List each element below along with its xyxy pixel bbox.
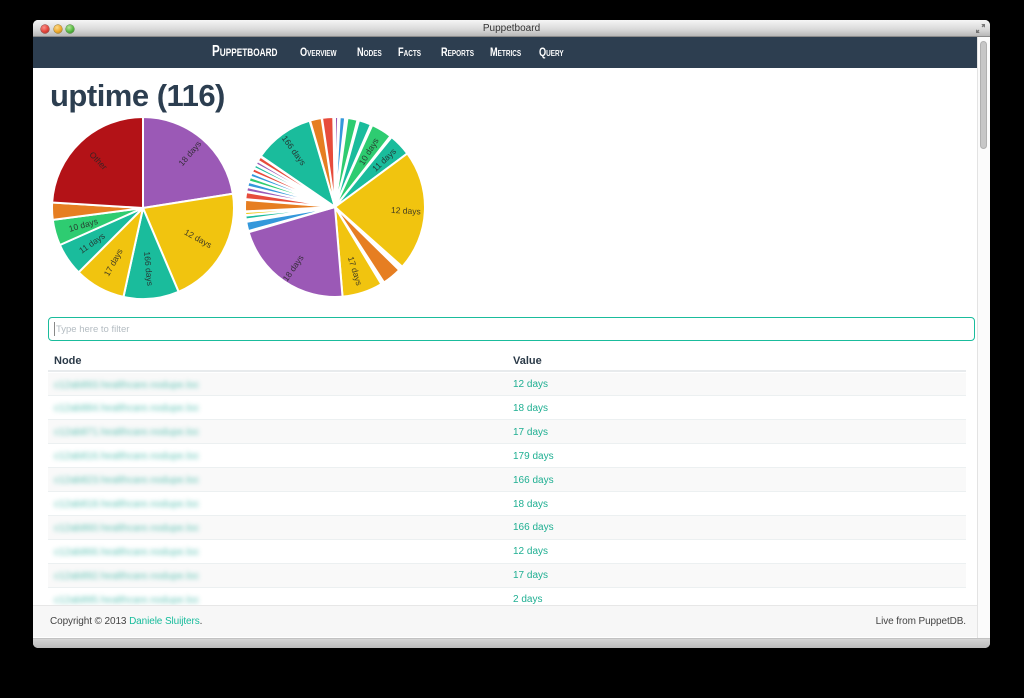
svg-text:12 days: 12 days	[391, 205, 421, 217]
svg-text:166 days: 166 days	[142, 251, 155, 286]
